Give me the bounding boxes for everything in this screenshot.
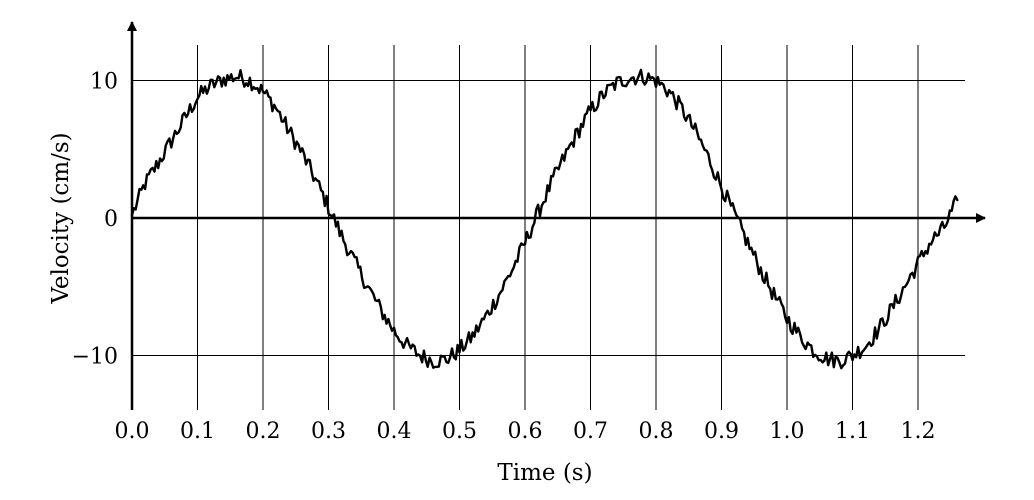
velocity-series-line <box>130 68 959 370</box>
y-tick-label: 10 <box>90 70 118 95</box>
y-tick-label: 0 <box>104 207 118 232</box>
y-axis-title: Velocity (cm/s) <box>48 132 74 304</box>
x-tick-label: 0.6 <box>508 419 543 444</box>
x-axis-title: Time (s) <box>497 460 592 486</box>
x-tick-label: 0.8 <box>639 419 674 444</box>
y-tick-label: −10 <box>72 345 118 370</box>
tick-labels: 0.0 0.1 0.2 0.3 0.4 0.5 0.6 0.7 0.8 0.9 1.0 1.1 1.2 −… <box>72 70 936 445</box>
series-layer <box>130 68 959 370</box>
x-tick-label: 0.1 <box>180 419 215 444</box>
x-tick-label: 0.0 <box>115 419 150 444</box>
x-tick-label: 0.2 <box>246 419 281 444</box>
x-tick-label: 0.5 <box>442 419 477 444</box>
x-tick-label: 1.1 <box>835 419 870 444</box>
x-tick-label: 0.9 <box>704 419 739 444</box>
x-tick-label: 1.0 <box>770 419 805 444</box>
x-tick-label: 1.2 <box>901 419 936 444</box>
x-tick-label: 0.7 <box>573 419 608 444</box>
x-tick-label: 0.4 <box>377 419 412 444</box>
x-tick-label: 0.3 <box>311 419 346 444</box>
grid <box>132 45 965 410</box>
